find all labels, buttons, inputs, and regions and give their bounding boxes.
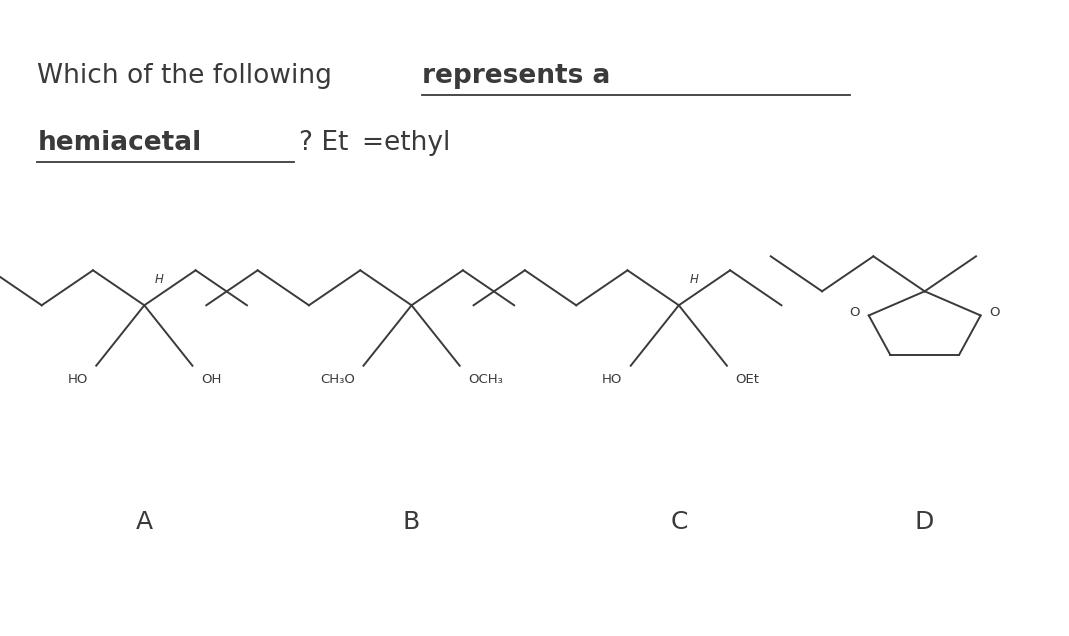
Text: HO: HO xyxy=(602,373,622,386)
Text: C: C xyxy=(670,509,687,534)
Text: represents a: represents a xyxy=(422,64,610,89)
Text: OEt: OEt xyxy=(735,373,759,386)
Text: H: H xyxy=(155,273,164,286)
Text: hemiacetal: hemiacetal xyxy=(37,130,202,156)
Text: CH₃O: CH₃O xyxy=(320,373,355,386)
Text: HO: HO xyxy=(67,373,88,386)
Text: Which of the following: Which of the following xyxy=(37,64,341,89)
Text: OCH₃: OCH₃ xyxy=(468,373,503,386)
Text: O: O xyxy=(850,306,861,319)
Text: O: O xyxy=(989,306,1000,319)
Text: ? Et  =ethyl: ? Et =ethyl xyxy=(299,130,451,156)
Text: A: A xyxy=(136,509,153,534)
Text: H: H xyxy=(690,273,698,286)
Text: B: B xyxy=(403,509,420,534)
Text: OH: OH xyxy=(201,373,221,386)
Text: D: D xyxy=(915,509,934,534)
